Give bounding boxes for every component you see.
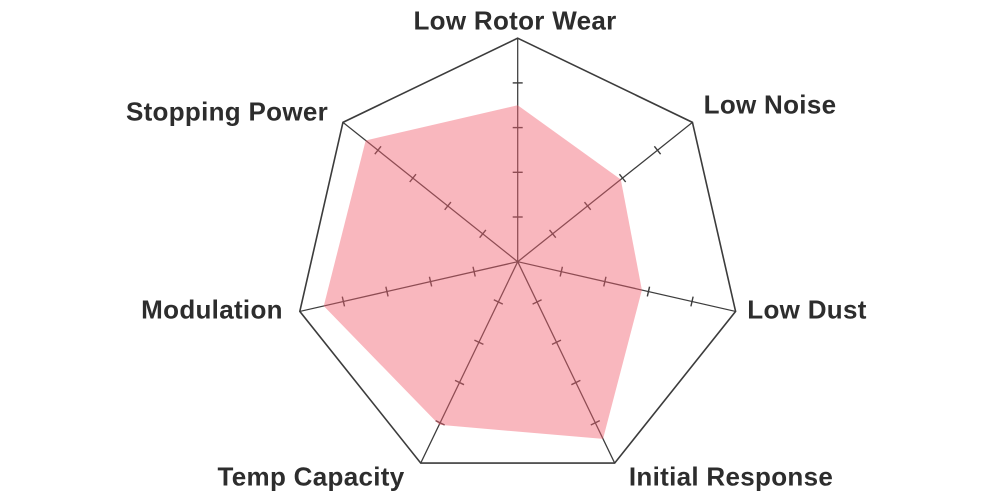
axis-label-stopping-power: Stopping Power <box>125 96 329 127</box>
radar-tick-mark <box>551 339 562 346</box>
radar-tick-mark <box>374 145 382 155</box>
radar-tick-mark <box>559 266 564 277</box>
radar-tick-mark <box>454 379 465 386</box>
radar-spoke <box>517 261 736 313</box>
radar-tick-mark <box>341 296 346 307</box>
radar-tick-mark <box>409 173 417 183</box>
axis-label-temp-capacity: Temp Capacity <box>217 461 405 492</box>
radar-tick-mark <box>603 276 607 287</box>
radar-tick-mark <box>444 201 452 211</box>
axis-label-initial-response: Initial Response <box>628 461 834 492</box>
radar-tick-mark <box>532 299 542 305</box>
radar-spoke <box>342 121 519 263</box>
radar-tick-mark <box>618 173 627 183</box>
radar-tick-mark <box>690 296 694 307</box>
radar-tick-mark <box>428 276 433 287</box>
radar-data-polygon <box>323 105 642 439</box>
axis-label-low-noise: Low Noise <box>703 89 837 120</box>
radar-tick-mark <box>435 419 445 426</box>
radar-tick-mark <box>646 286 651 297</box>
radar-tick-mark <box>571 379 581 386</box>
radar-tick-mark <box>583 201 592 211</box>
radar-tick-mark <box>472 266 476 277</box>
radar-tick-mark <box>590 419 601 426</box>
axis-label-low-dust: Low Dust <box>747 294 867 325</box>
radar-tick-mark <box>493 299 504 305</box>
radar-grid-spokes <box>299 38 736 464</box>
radar-outer-outline <box>298 37 737 464</box>
radar-tick-mark <box>479 229 487 239</box>
radar-spoke <box>420 261 519 464</box>
radar-tick-mark <box>653 145 662 155</box>
radar-tick-mark <box>474 339 484 346</box>
radar-spoke <box>517 121 693 263</box>
axis-label-modulation: Modulation <box>141 294 283 325</box>
radar-spoke <box>517 261 616 464</box>
axis-label-low-rotor-wear: Low Rotor Wear <box>413 5 617 36</box>
radar-tick-mark <box>385 286 389 297</box>
radar-tick-mark <box>548 229 557 239</box>
radar-spoke <box>299 261 518 313</box>
